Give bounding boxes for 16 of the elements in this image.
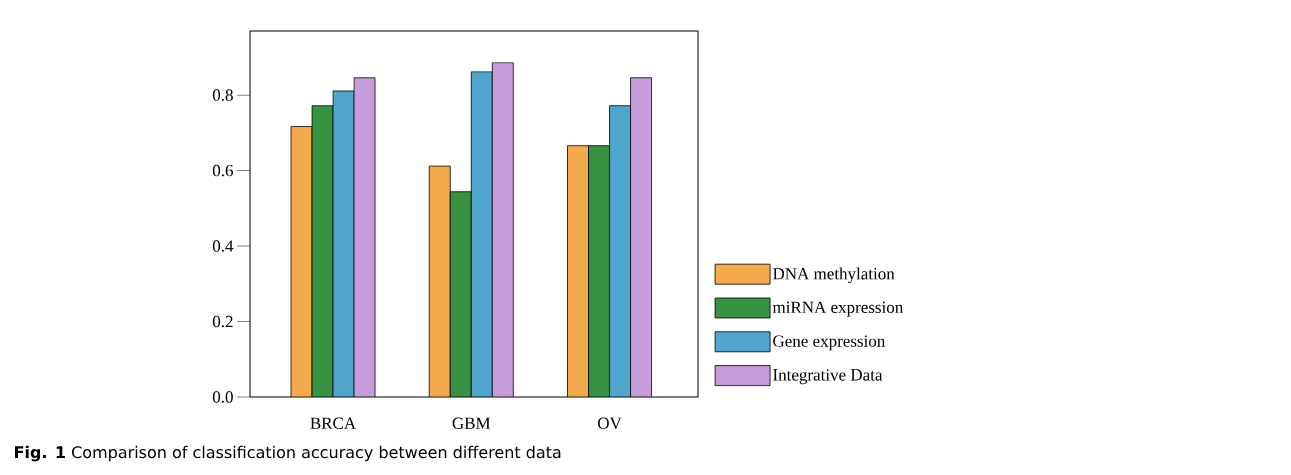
y-tick-label: 0.2 [212, 315, 233, 328]
x-tick-label: OV [597, 417, 622, 430]
bar [588, 145, 610, 397]
y-tick-label: 0.0 [212, 391, 233, 403]
y-tick-label: 0.6 [212, 164, 233, 177]
text: Fig. 1 Comparison of classification accuracy between different data [15, 445, 561, 462]
legend-label: miRNA expression [772, 301, 904, 317]
legend-label: DNA methylation [772, 267, 895, 283]
legend-label: Integrative Data [773, 369, 883, 385]
bar [311, 105, 334, 397]
legend-label: Gene expression [773, 335, 886, 351]
x-tick-label: GBM [452, 417, 491, 429]
bar [449, 191, 472, 397]
y-tick-label: 0.4 [212, 240, 234, 252]
x-tick-label: BRCA [310, 417, 357, 429]
y-tick-label: 0.8 [212, 89, 233, 101]
